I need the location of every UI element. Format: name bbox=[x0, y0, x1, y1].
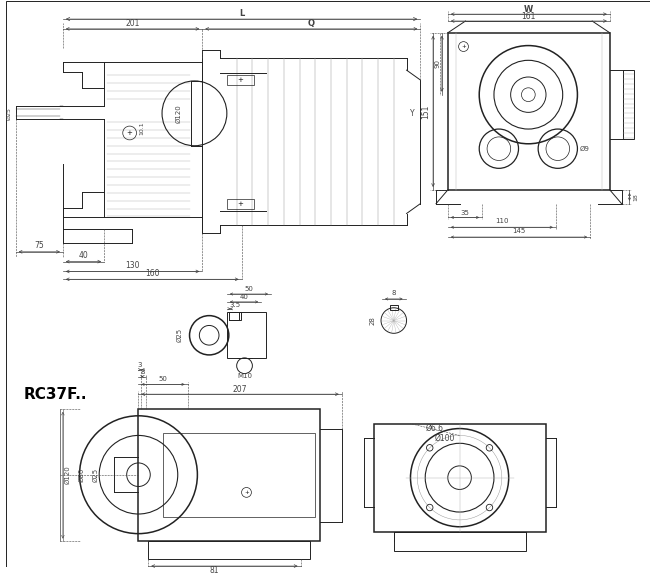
Bar bbox=[227, 199, 255, 209]
Bar bbox=[623, 70, 634, 139]
Text: 3.5: 3.5 bbox=[229, 302, 240, 308]
Text: 3: 3 bbox=[137, 362, 142, 367]
Text: +: + bbox=[127, 130, 133, 136]
Text: 145: 145 bbox=[512, 228, 525, 234]
Text: Y: Y bbox=[410, 109, 415, 118]
Bar bbox=[390, 305, 398, 310]
Text: Ø25: Ø25 bbox=[176, 328, 183, 342]
Text: 90: 90 bbox=[434, 59, 440, 68]
Text: L: L bbox=[239, 9, 244, 18]
Text: Ø9: Ø9 bbox=[579, 146, 589, 151]
Text: M10: M10 bbox=[237, 373, 252, 378]
Bar bbox=[448, 33, 610, 190]
Text: Ø6.6: Ø6.6 bbox=[425, 424, 443, 433]
Text: Ø120: Ø120 bbox=[176, 104, 182, 123]
Text: Ø25: Ø25 bbox=[7, 107, 11, 120]
Text: RC37F..: RC37F.. bbox=[24, 386, 87, 401]
Text: 75: 75 bbox=[34, 241, 44, 251]
Text: 10.1: 10.1 bbox=[139, 122, 144, 135]
Text: Ø100: Ø100 bbox=[435, 434, 455, 443]
Bar bbox=[229, 312, 241, 320]
Text: 161: 161 bbox=[521, 12, 535, 21]
Bar bbox=[148, 541, 310, 559]
Text: 130: 130 bbox=[125, 261, 140, 270]
Bar bbox=[227, 312, 266, 358]
Text: 160: 160 bbox=[145, 269, 159, 278]
Text: 8: 8 bbox=[392, 290, 396, 296]
Text: +: + bbox=[461, 44, 466, 49]
Text: 40: 40 bbox=[79, 251, 89, 260]
Text: 50: 50 bbox=[159, 377, 167, 382]
Text: 201: 201 bbox=[125, 20, 140, 28]
Text: +: + bbox=[237, 200, 243, 207]
Bar bbox=[138, 409, 320, 541]
Text: 50: 50 bbox=[245, 286, 253, 292]
Bar bbox=[227, 75, 255, 85]
Text: 8: 8 bbox=[140, 369, 145, 374]
Text: Ø120: Ø120 bbox=[65, 465, 71, 484]
Text: +: + bbox=[237, 77, 243, 83]
Bar bbox=[394, 532, 526, 551]
Text: Q: Q bbox=[308, 20, 315, 28]
Text: 207: 207 bbox=[232, 385, 247, 394]
Text: +: + bbox=[244, 490, 249, 495]
Text: Ø25: Ø25 bbox=[92, 468, 98, 482]
Text: 18: 18 bbox=[633, 193, 638, 200]
Text: 81: 81 bbox=[209, 566, 219, 575]
Text: 40: 40 bbox=[239, 294, 249, 300]
Text: Ø80: Ø80 bbox=[79, 468, 85, 482]
Text: 110: 110 bbox=[495, 218, 508, 225]
Bar bbox=[374, 424, 546, 532]
Text: 151: 151 bbox=[422, 104, 431, 119]
Text: 28: 28 bbox=[369, 316, 375, 325]
Text: W: W bbox=[523, 5, 533, 14]
Text: 35: 35 bbox=[460, 210, 469, 215]
Bar bbox=[163, 434, 316, 517]
